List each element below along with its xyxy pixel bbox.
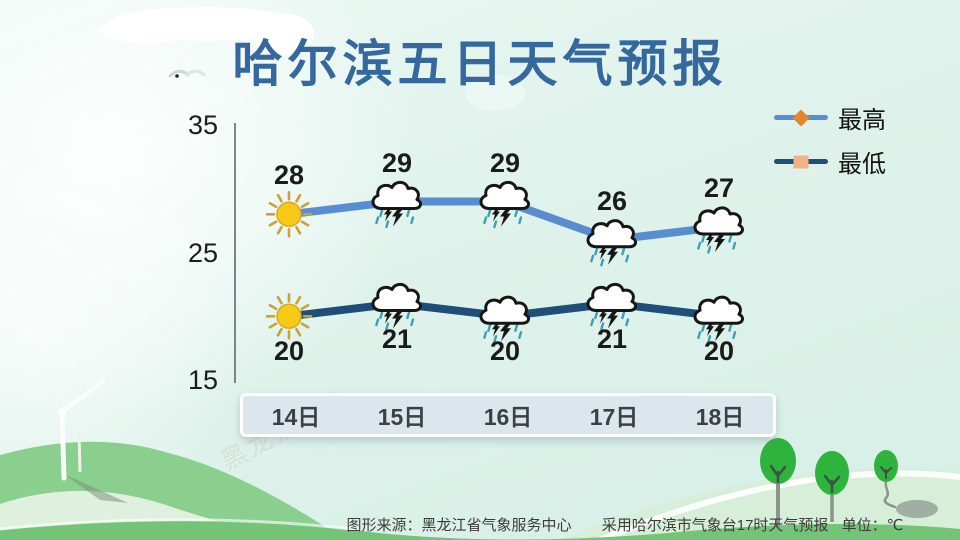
thunderstorm-icon [586,219,638,267]
footer: 图形来源：黑龙江省气象服务中心 采用哈尔滨市气象台17时天气预报 单位：℃ [290,514,960,535]
tree-icon [760,438,796,484]
value-label-最低: 21 [597,324,627,354]
thunderstorm-icon [586,282,638,331]
thunderstorm-icon [479,180,531,229]
y-tick-label: 15 [188,365,218,395]
pond [896,500,938,518]
trees [760,438,938,528]
bird-icon [168,69,206,78]
thunderstorm-icon [693,295,745,343]
legend-item-最低[interactable]: 最低 [774,144,886,179]
value-label-最低: 21 [382,324,412,354]
thunderstorm-icon [693,206,745,254]
value-label-最高: 27 [704,173,734,203]
legend-line [774,109,828,126]
legend-line [774,155,828,168]
tree-icon [874,450,898,482]
value-label-最低: 20 [490,336,520,366]
legend-label: 最低 [838,151,886,178]
value-label-最高: 26 [597,186,627,216]
thunderstorm-icon [479,295,531,343]
chart-legend: 最高 最低 [774,100,886,179]
forecast-note-text: 采用哈尔滨市气象台17时天气预报 [601,517,829,534]
value-label-最高: 29 [382,148,412,178]
legend-square-marker [793,155,809,168]
y-tick-label: 25 [188,238,218,268]
value-label-最低: 20 [704,336,734,366]
y-tick-label: 35 [188,110,218,140]
legend-diamond-marker [792,109,810,126]
thunderstorm-icon [371,180,423,229]
value-label-最高: 29 [490,148,520,178]
date-label: 15日 [377,404,427,430]
value-label-最低: 20 [274,336,304,366]
date-label: 18日 [695,404,745,430]
unit-text: 单位：℃ [841,517,904,534]
legend-item-最高[interactable]: 最高 [774,100,886,135]
value-label-最高: 28 [274,160,304,190]
bottom-wave [0,518,960,540]
legend-label: 最高 [838,107,886,134]
right-hill [560,468,960,540]
date-label: 17日 [589,404,639,430]
tree-icon [815,451,849,495]
cloud-icon [100,7,525,111]
date-label: 14日 [271,404,321,430]
date-label: 16日 [483,404,533,430]
source-text: 图形来源：黑龙江省气象服务中心 [346,517,572,534]
x-axis-date-bar: 14日 15日 16日 17日 18日 [240,393,776,437]
thunderstorm-icon [371,282,423,331]
sunny-icon [265,292,313,340]
sunny-icon [265,191,313,238]
page-title: 哈尔滨五日天气预报 [232,36,728,92]
wind-turbine-icon [34,366,105,481]
